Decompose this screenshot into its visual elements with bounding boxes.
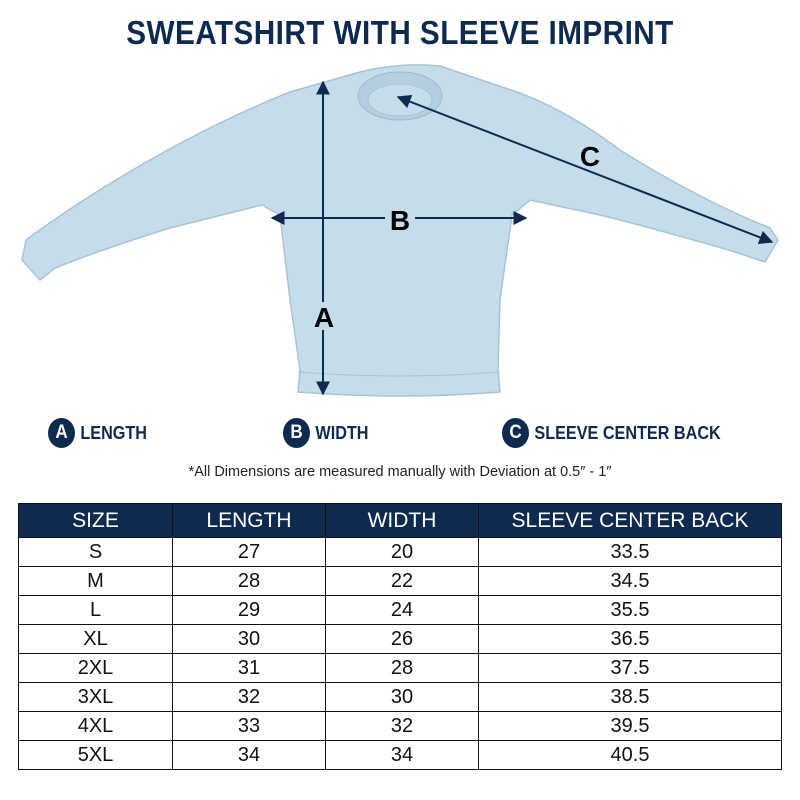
table-row: 4XL 33 32 39.5 (18, 711, 782, 741)
size-cell: L (18, 595, 173, 625)
size-cell: 3XL (18, 682, 173, 712)
table-row: XL 30 26 36.5 (18, 624, 782, 654)
legend-label: WIDTH (315, 422, 369, 443)
table-row: 3XL 32 30 38.5 (18, 682, 782, 712)
badge-c: C (502, 418, 529, 448)
width-cell: 32 (325, 711, 479, 741)
length-cell: 31 (172, 653, 326, 683)
sleeve-cell: 38.5 (478, 682, 782, 712)
label-b: B (390, 205, 410, 236)
header-length: LENGTH (172, 503, 326, 538)
legend-length: A LENGTH (48, 418, 147, 448)
badge-b: B (283, 418, 310, 448)
sleeve-cell: 40.5 (478, 740, 782, 770)
width-cell: 34 (325, 740, 479, 770)
table-row: 5XL 34 34 40.5 (18, 740, 782, 770)
header-width: WIDTH (325, 503, 479, 538)
table-row: L 29 24 35.5 (18, 595, 782, 625)
width-cell: 28 (325, 653, 479, 683)
sleeve-cell: 36.5 (478, 624, 782, 654)
sweatshirt-diagram: B A C (21, 64, 779, 397)
size-cell: XL (18, 624, 173, 654)
legend-label: SLEEVE CENTER BACK (534, 422, 721, 443)
length-cell: 33 (172, 711, 326, 741)
size-cell: 2XL (18, 653, 173, 683)
sleeve-cell: 34.5 (478, 566, 782, 596)
length-cell: 32 (172, 682, 326, 712)
sleeve-cell: 39.5 (478, 711, 782, 741)
length-cell: 28 (172, 566, 326, 596)
width-cell: 26 (325, 624, 479, 654)
length-cell: 29 (172, 595, 326, 625)
sleeve-cell: 33.5 (478, 537, 782, 567)
legend-width: B WIDTH (283, 418, 368, 448)
sleeve-cell: 35.5 (478, 595, 782, 625)
size-cell: 5XL (18, 740, 173, 770)
table-header-row: SIZE LENGTH WIDTH SLEEVE CENTER BACK (18, 503, 782, 538)
badge-a: A (48, 418, 75, 448)
page-title: SWEATSHIRT WITH SLEEVE IMPRINT (126, 14, 674, 51)
dimension-c-arrow (396, 95, 774, 244)
width-cell: 22 (325, 566, 479, 596)
length-cell: 27 (172, 537, 326, 567)
width-cell: 30 (325, 682, 479, 712)
width-cell: 20 (325, 537, 479, 567)
sleeve-cell: 37.5 (478, 653, 782, 683)
label-c: C (580, 141, 600, 172)
size-table: SIZE LENGTH WIDTH SLEEVE CENTER BACK S 27… (18, 503, 782, 770)
length-cell: 30 (172, 624, 326, 654)
legend-sleeve: C SLEEVE CENTER BACK (502, 418, 721, 448)
label-a: A (314, 302, 334, 333)
size-cell: M (18, 566, 173, 596)
table-row: M 28 22 34.5 (18, 566, 782, 596)
table-row: 2XL 31 28 37.5 (18, 653, 782, 683)
legend-label: LENGTH (80, 422, 147, 443)
measurement-note: *All Dimensions are measured manually wi… (188, 464, 612, 480)
size-cell: 4XL (18, 711, 173, 741)
table-row: S 27 20 33.5 (18, 537, 782, 567)
width-cell: 24 (325, 595, 479, 625)
header-sleeve: SLEEVE CENTER BACK (478, 503, 782, 538)
header-size: SIZE (18, 503, 173, 538)
length-cell: 34 (172, 740, 326, 770)
size-cell: S (18, 537, 173, 567)
